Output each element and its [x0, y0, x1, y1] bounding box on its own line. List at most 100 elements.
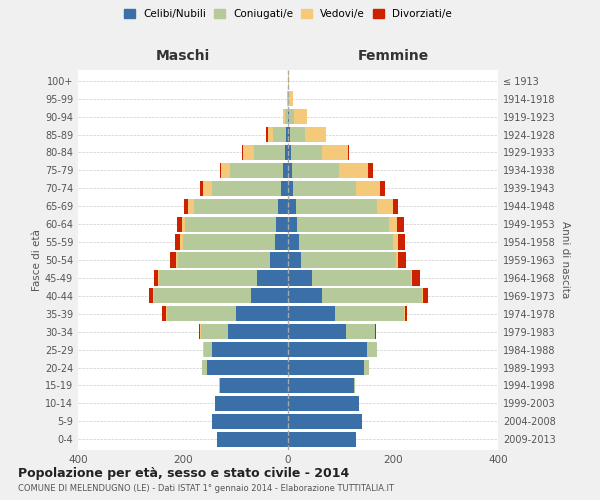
Bar: [298, 216, 389, 232]
Bar: [305, 127, 326, 142]
Bar: [356, 180, 380, 196]
Bar: [288, 252, 301, 268]
Bar: [235, 306, 288, 322]
Bar: [212, 180, 281, 196]
Bar: [188, 198, 193, 214]
Bar: [167, 306, 235, 322]
Text: Popolazione per età, sesso e stato civile - 2014: Popolazione per età, sesso e stato civil…: [18, 468, 349, 480]
Bar: [288, 396, 359, 411]
Bar: [423, 288, 428, 304]
Bar: [203, 180, 212, 196]
Bar: [269, 252, 288, 268]
Bar: [288, 109, 289, 124]
Bar: [244, 145, 254, 160]
Bar: [295, 109, 307, 124]
Bar: [292, 163, 340, 178]
Bar: [202, 360, 206, 375]
Bar: [289, 109, 295, 124]
Bar: [221, 163, 230, 178]
Bar: [212, 414, 288, 429]
Bar: [182, 216, 185, 232]
Bar: [227, 324, 288, 340]
Bar: [288, 91, 289, 106]
Bar: [288, 163, 292, 178]
Y-axis label: Fasce di età: Fasce di età: [32, 229, 42, 291]
Bar: [160, 270, 257, 285]
Bar: [204, 342, 212, 357]
Bar: [393, 234, 398, 250]
Bar: [377, 198, 393, 214]
Bar: [301, 252, 395, 268]
Bar: [199, 324, 200, 340]
Bar: [288, 216, 298, 232]
Text: Femmine: Femmine: [358, 48, 428, 62]
Bar: [288, 145, 290, 160]
Bar: [322, 145, 349, 160]
Bar: [398, 234, 404, 250]
Bar: [288, 234, 299, 250]
Bar: [283, 163, 288, 178]
Bar: [422, 288, 423, 304]
Bar: [286, 109, 288, 124]
Bar: [374, 324, 376, 340]
Bar: [220, 163, 221, 178]
Text: COMUNE DI MELENDUGNO (LE) - Dati ISTAT 1° gennaio 2014 - Elaborazione TUTTITALIA: COMUNE DI MELENDUGNO (LE) - Dati ISTAT 1…: [18, 484, 394, 493]
Bar: [153, 288, 154, 304]
Bar: [200, 324, 202, 340]
Bar: [166, 306, 167, 322]
Bar: [176, 216, 182, 232]
Bar: [389, 216, 397, 232]
Bar: [184, 198, 188, 214]
Bar: [286, 127, 288, 142]
Bar: [257, 270, 288, 285]
Bar: [311, 270, 412, 285]
Bar: [288, 306, 335, 322]
Bar: [288, 73, 289, 88]
Bar: [273, 127, 286, 142]
Bar: [288, 324, 346, 340]
Bar: [178, 252, 269, 268]
Text: Maschi: Maschi: [156, 48, 210, 62]
Bar: [288, 270, 311, 285]
Bar: [158, 270, 160, 285]
Bar: [296, 198, 377, 214]
Bar: [170, 252, 176, 268]
Bar: [181, 234, 183, 250]
Bar: [346, 324, 374, 340]
Bar: [397, 216, 404, 232]
Bar: [251, 288, 288, 304]
Bar: [275, 234, 288, 250]
Bar: [220, 378, 288, 393]
Bar: [254, 145, 286, 160]
Bar: [335, 306, 404, 322]
Bar: [288, 198, 296, 214]
Y-axis label: Anni di nascita: Anni di nascita: [560, 222, 569, 298]
Bar: [288, 360, 364, 375]
Bar: [290, 127, 305, 142]
Bar: [288, 342, 367, 357]
Bar: [283, 109, 286, 124]
Bar: [212, 342, 288, 357]
Bar: [206, 360, 288, 375]
Bar: [281, 180, 288, 196]
Bar: [200, 180, 203, 196]
Bar: [288, 378, 353, 393]
Bar: [203, 342, 204, 357]
Bar: [288, 180, 293, 196]
Bar: [404, 306, 407, 322]
Bar: [293, 180, 356, 196]
Bar: [266, 127, 268, 142]
Bar: [290, 145, 322, 160]
Bar: [288, 432, 356, 447]
Bar: [176, 252, 178, 268]
Bar: [412, 270, 420, 285]
Bar: [380, 180, 385, 196]
Bar: [242, 145, 244, 160]
Bar: [193, 198, 277, 214]
Bar: [154, 270, 158, 285]
Bar: [364, 360, 370, 375]
Legend: Celibi/Nubili, Coniugati/e, Vedovi/e, Divorziati/e: Celibi/Nubili, Coniugati/e, Vedovi/e, Di…: [120, 5, 456, 24]
Bar: [149, 288, 153, 304]
Bar: [398, 252, 406, 268]
Bar: [154, 288, 251, 304]
